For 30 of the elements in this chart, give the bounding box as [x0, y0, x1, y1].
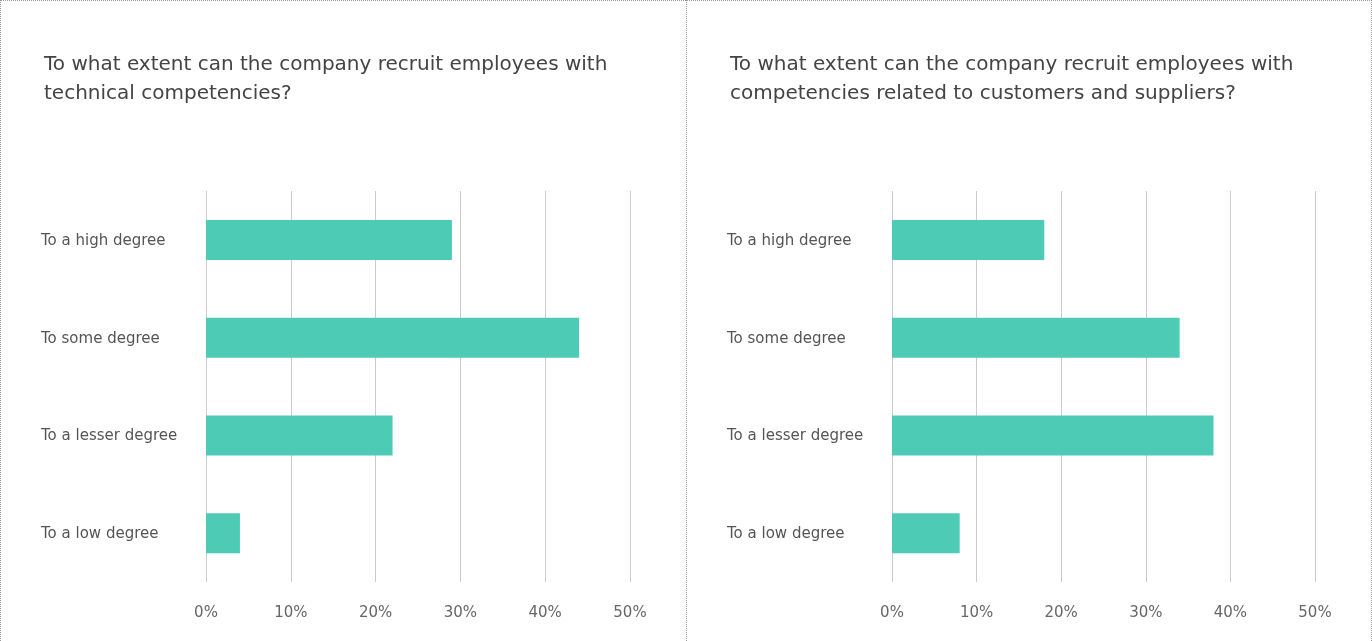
x-tick-label: 30% [443, 602, 478, 621]
x-tick-label: 30% [1129, 602, 1163, 621]
y-tick-label: To a low degree [40, 524, 159, 543]
y-tick-label: To a high degree [726, 230, 852, 249]
bar [892, 513, 960, 554]
y-tick-label: To some degree [726, 328, 846, 347]
bar [892, 317, 1180, 358]
bar [892, 219, 1045, 260]
x-tick-label: 50% [1298, 602, 1332, 621]
bar [206, 415, 393, 456]
x-tick-label: 40% [528, 602, 562, 621]
bar [206, 219, 452, 260]
x-tick-label: 10% [274, 602, 308, 621]
bar [206, 317, 580, 358]
y-tick-label: To a lesser degree [726, 426, 864, 445]
x-tick-label: 0% [194, 602, 218, 621]
x-tick-label: 20% [1044, 602, 1078, 621]
chart-title: To what extent can the company recruit employees with competencies related to customers and suppliers? [729, 50, 1300, 104]
y-tick-label: To a low degree [726, 524, 845, 543]
bar [892, 415, 1214, 456]
y-tick-label: To a high degree [40, 230, 166, 249]
x-tick-label: 20% [358, 602, 393, 621]
x-tick-label: 10% [959, 602, 994, 621]
chart-title: To what extent can the company recruit employees with technical competencies? [43, 50, 614, 104]
x-tick-label: 0% [880, 602, 904, 621]
y-tick-label: To a lesser degree [40, 426, 178, 445]
x-tick-label: 40% [1213, 602, 1248, 621]
bar [206, 513, 240, 554]
x-tick-label: 50% [613, 602, 647, 621]
y-tick-label: To some degree [40, 328, 160, 347]
